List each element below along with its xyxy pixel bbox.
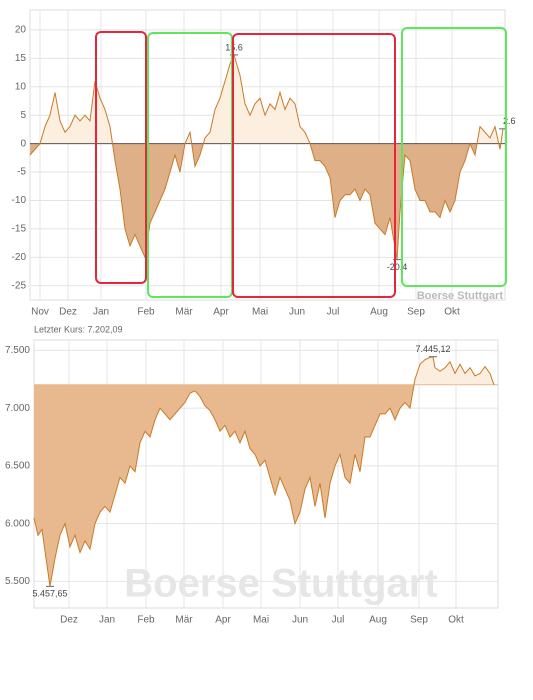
highlight-boxes [95, 27, 507, 298]
y-tick-label: 0 [20, 138, 26, 149]
line [33, 356, 495, 587]
chart-title: Letzter Kurs: 7.202,09 [34, 324, 123, 334]
x-tick-label: Mär [175, 307, 193, 318]
x-tick-label: Jul [332, 615, 345, 626]
x-tick-label: Sep [410, 615, 428, 626]
x-tick-label: Apr [215, 615, 231, 626]
y-tick-label: 6.500 [5, 461, 30, 472]
x-tick-label: Jun [292, 615, 308, 626]
y-tick-label: -25 [12, 280, 27, 291]
y-tick-label: 15 [15, 53, 27, 64]
x-tick-label: Feb [137, 307, 155, 318]
x-tick-label: Jul [327, 307, 340, 318]
x-tick-label: Aug [369, 615, 387, 626]
red-box [95, 31, 147, 284]
y-tick-label: -10 [12, 195, 27, 206]
y-tick-label: 5.500 [5, 576, 30, 587]
green-box [401, 27, 507, 287]
x-tick-label: Mär [175, 615, 193, 626]
x-tick-label: Apr [213, 307, 229, 318]
y-tick-label: -20 [12, 252, 27, 263]
x-tick-label: Sep [407, 307, 425, 318]
plots: 20 15 10 5 0 -5 -10 -15 -20 -25 Nov Dez Jan Feb Mär Apr… [5, 9, 516, 626]
x-tick-label: Jun [289, 307, 305, 318]
area-above [30, 54, 503, 144]
area-above [34, 356, 494, 385]
x-tick-label: Mai [253, 615, 269, 626]
x-tick-label: Jan [99, 615, 115, 626]
watermark: Boerse Stuttgart [124, 562, 437, 606]
line [29, 53, 504, 260]
y-tick-label: 7.000 [5, 403, 30, 414]
y-tick-label: 7.500 [5, 345, 30, 356]
x-tick-label: Dez [60, 615, 78, 626]
y-tick-label: 5 [20, 110, 26, 121]
x-tick-label: Dez [59, 307, 77, 318]
annotation: -20.4 [387, 262, 408, 272]
y-tick-label: 20 [15, 25, 27, 36]
watermark: Boerse Stuttgart [417, 290, 504, 302]
annotation: 2.6 [503, 116, 516, 126]
x-tick-label: Okt [448, 615, 464, 626]
x-tick-label: Jan [93, 307, 109, 318]
x-tick-label: Mai [252, 307, 268, 318]
area-below [34, 384, 415, 587]
annotation: 7.445,12 [415, 344, 450, 354]
y-tick-label: 6.000 [5, 518, 30, 529]
x-tick-label: Feb [137, 615, 155, 626]
annotation: 5.457,65 [32, 589, 67, 599]
y-tick-label: -5 [17, 167, 26, 178]
y-tick-label: 10 [15, 81, 27, 92]
x-tick-label: Aug [370, 307, 388, 318]
red-box [232, 33, 396, 298]
x-tick-label: Nov [31, 307, 49, 318]
x-tick-label: Okt [444, 307, 460, 318]
y-tick-label: -15 [12, 224, 27, 235]
